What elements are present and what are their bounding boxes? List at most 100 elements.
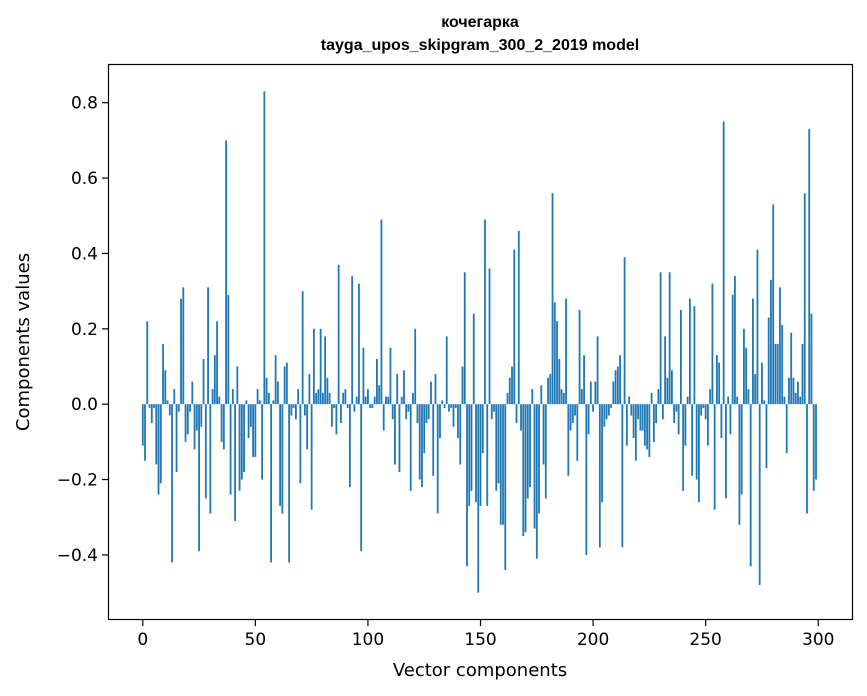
bar <box>274 355 277 405</box>
bar <box>191 381 194 405</box>
bar <box>324 336 327 405</box>
bar <box>319 328 322 405</box>
bar <box>779 287 781 405</box>
bar <box>157 404 160 495</box>
bar <box>382 404 385 431</box>
bar <box>182 287 185 405</box>
bar <box>283 366 286 405</box>
bar <box>310 404 313 510</box>
bar <box>463 272 466 405</box>
x-axis: 0 50 100 150 200 250 300 <box>137 619 834 650</box>
bar <box>175 404 178 473</box>
bar <box>234 404 236 522</box>
bar <box>443 404 446 408</box>
bar <box>594 381 597 405</box>
bar <box>731 294 734 405</box>
bar <box>245 400 248 405</box>
bar <box>321 392 324 405</box>
bar <box>155 404 158 465</box>
bar <box>416 404 419 424</box>
bar <box>369 404 372 408</box>
bar <box>195 404 198 431</box>
bar <box>173 389 176 405</box>
bar <box>601 404 603 503</box>
bar <box>162 343 164 405</box>
bar <box>414 328 417 405</box>
bar <box>265 377 268 405</box>
bar <box>349 404 351 488</box>
bar <box>722 121 725 405</box>
bar <box>630 404 633 416</box>
y-axis: −0.4 −0.2 0.0 0.2 0.4 0.6 0.8 <box>57 94 109 566</box>
bar <box>560 389 563 405</box>
bar <box>342 392 345 405</box>
y-axis-label: Components values <box>13 253 34 431</box>
bar <box>441 400 444 405</box>
bar-series <box>141 91 817 593</box>
bar <box>661 404 664 420</box>
bar <box>457 404 459 439</box>
bar <box>198 404 200 552</box>
bar <box>571 404 574 424</box>
bar <box>432 404 435 476</box>
bar <box>450 404 453 408</box>
bar <box>745 347 748 405</box>
bar <box>202 358 205 405</box>
bar <box>797 381 799 405</box>
chart-title: кочегарка <box>441 14 519 31</box>
bar <box>567 404 570 476</box>
bar <box>153 404 155 408</box>
bar <box>772 204 775 405</box>
bar <box>252 404 254 457</box>
bar <box>524 404 527 533</box>
bar <box>358 283 360 405</box>
bar <box>141 404 144 446</box>
bar <box>801 343 804 405</box>
bar <box>200 404 203 427</box>
bar <box>308 374 311 405</box>
bar <box>427 404 430 420</box>
bar <box>371 404 374 408</box>
y-tick-label: 0.6 <box>71 169 98 189</box>
bar <box>400 396 403 405</box>
bar <box>247 404 250 439</box>
bar <box>281 404 284 514</box>
bar <box>522 404 525 537</box>
bar <box>301 291 304 405</box>
bar <box>211 389 214 405</box>
bar <box>673 404 676 424</box>
bar <box>754 374 757 405</box>
bar <box>686 396 689 405</box>
bar <box>362 347 365 405</box>
bar <box>803 193 806 405</box>
bar <box>351 276 354 405</box>
bar <box>423 404 426 454</box>
bar <box>538 404 540 514</box>
bar <box>619 355 621 405</box>
bar <box>646 404 649 450</box>
bar <box>317 389 320 405</box>
bar <box>713 404 716 510</box>
bar <box>767 317 770 405</box>
bar <box>164 370 167 405</box>
bar <box>810 313 813 405</box>
bar <box>785 404 788 454</box>
bar <box>729 404 732 435</box>
x-tick-label: 0 <box>137 630 148 650</box>
bar <box>756 249 759 405</box>
bar <box>288 404 291 563</box>
bar <box>326 377 329 405</box>
bar <box>517 230 520 405</box>
bar <box>574 404 576 416</box>
bar <box>270 404 273 563</box>
bar <box>499 404 502 525</box>
bar <box>472 313 475 405</box>
bar <box>468 404 471 506</box>
bar <box>373 396 376 405</box>
bar <box>231 389 234 405</box>
x-tick-label: 250 <box>689 630 721 650</box>
bar <box>479 404 482 506</box>
bar <box>466 404 468 567</box>
bar <box>812 404 815 491</box>
